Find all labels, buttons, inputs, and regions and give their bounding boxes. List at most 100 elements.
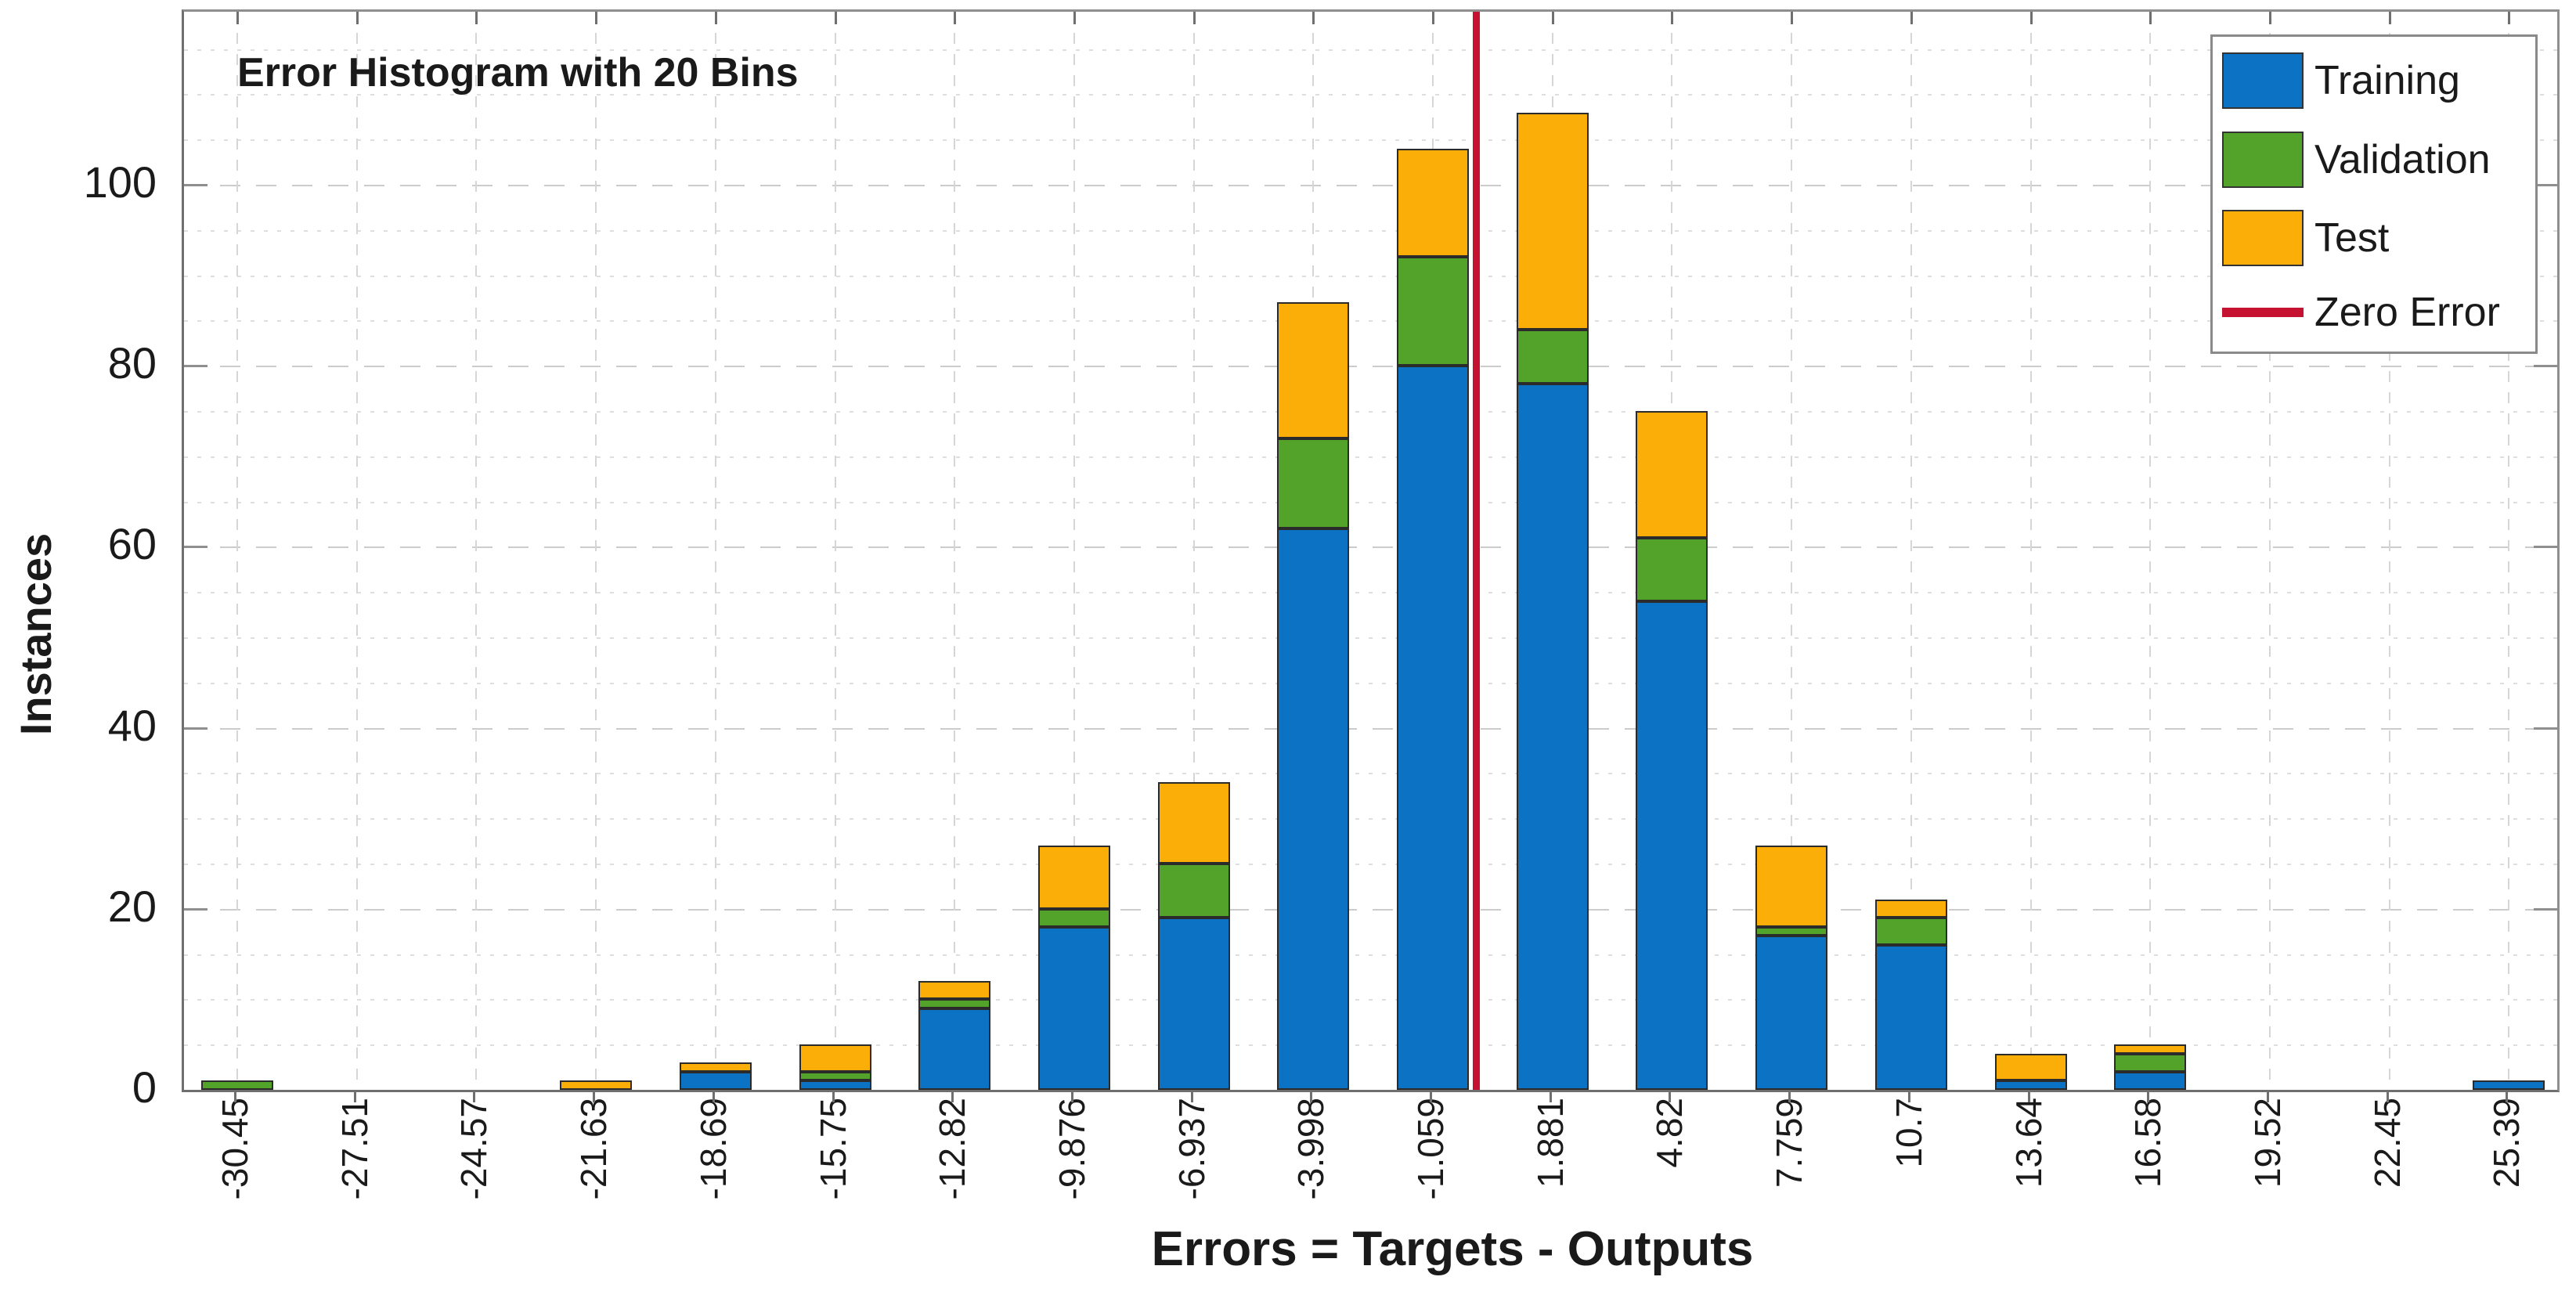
bar-training-bin--1.059 bbox=[1397, 366, 1469, 1090]
gridline-minor-y-90 bbox=[184, 276, 2557, 277]
bar-training-bin-10.7 bbox=[1875, 945, 1947, 1090]
tick-top-bin-12 bbox=[1671, 12, 1673, 24]
tick-left-80 bbox=[184, 365, 207, 367]
x-tick-label-19.52: 19.52 bbox=[2247, 1098, 2288, 1188]
y-tick-label-0: 0 bbox=[132, 1062, 157, 1112]
tick-right-100 bbox=[2534, 184, 2557, 186]
bar-test-bin--21.63 bbox=[560, 1080, 632, 1090]
gridline-minor-y-5 bbox=[184, 1044, 2557, 1046]
tick-top-bin-3 bbox=[595, 12, 597, 24]
legend-item-training: Training bbox=[2222, 52, 2535, 110]
gridline-minor-y-45 bbox=[184, 683, 2557, 684]
gridline-minor-y-110 bbox=[184, 94, 2557, 96]
gridline-vertical-bin-19 bbox=[2508, 12, 2509, 1090]
gridline-vertical-bin-2 bbox=[475, 12, 477, 1090]
tick-top-bin-13 bbox=[1791, 12, 1793, 24]
x-tick-label--1.059: -1.059 bbox=[1410, 1098, 1451, 1200]
tick-bottom-bin-6 bbox=[951, 1090, 954, 1102]
bar-test-bin--12.82 bbox=[918, 981, 990, 999]
legend-box-swatch bbox=[2222, 52, 2304, 110]
gridline-vertical-bin-3 bbox=[595, 12, 597, 1090]
tick-left-100 bbox=[184, 184, 207, 186]
bar-test-bin-4.82 bbox=[1636, 411, 1708, 538]
gridline-vertical-bin-1 bbox=[356, 12, 358, 1090]
bar-test-bin-1.881 bbox=[1517, 113, 1589, 330]
x-tick-label--21.63: -21.63 bbox=[573, 1098, 614, 1200]
gridline-minor-y-50 bbox=[184, 637, 2557, 639]
tick-top-bin-4 bbox=[715, 12, 717, 24]
tick-bottom-bin-13 bbox=[1788, 1090, 1791, 1102]
legend-label: Training bbox=[2314, 58, 2460, 104]
bar-validation-bin--15.75 bbox=[799, 1072, 871, 1080]
gridline-minor-y-25 bbox=[184, 864, 2557, 865]
y-tick-label-20: 20 bbox=[107, 882, 157, 931]
legend-box-swatch bbox=[2222, 210, 2304, 267]
chart-title: Error Histogram with 20 Bins bbox=[237, 50, 799, 96]
bar-training-bin-1.881 bbox=[1517, 384, 1589, 1090]
bar-validation-bin--3.998 bbox=[1277, 438, 1349, 528]
gridline-minor-y-10 bbox=[184, 999, 2557, 1001]
bar-test-bin-7.759 bbox=[1755, 846, 1827, 927]
bar-validation-bin--9.876 bbox=[1038, 909, 1110, 927]
gridline-minor-y-95 bbox=[184, 230, 2557, 232]
bar-validation-bin-16.58 bbox=[2114, 1054, 2186, 1072]
x-tick-label-25.39: 25.39 bbox=[2486, 1098, 2527, 1188]
tick-bottom-bin-9 bbox=[1310, 1090, 1312, 1102]
bar-test-bin-13.64 bbox=[1995, 1054, 2067, 1080]
legend-item-validation: Validation bbox=[2222, 131, 2535, 188]
y-tick-label-60: 60 bbox=[107, 519, 157, 568]
bar-training-bin--3.998 bbox=[1277, 528, 1349, 1090]
tick-bottom-bin-16 bbox=[2147, 1090, 2149, 1102]
tick-bottom-bin-12 bbox=[1669, 1090, 1671, 1102]
tick-top-bin-16 bbox=[2149, 12, 2152, 24]
tick-left-20 bbox=[184, 908, 207, 911]
tick-right-60 bbox=[2534, 546, 2557, 548]
bar-validation-bin-1.881 bbox=[1517, 330, 1589, 384]
tick-bottom-bin-11 bbox=[1550, 1090, 1552, 1102]
x-tick-label-22.45: 22.45 bbox=[2367, 1098, 2408, 1188]
tick-top-bin-18 bbox=[2389, 12, 2391, 24]
gridline-major-y-100 bbox=[184, 185, 2557, 186]
bar-training-bin-25.39 bbox=[2473, 1080, 2545, 1090]
x-tick-label-1.881: 1.881 bbox=[1530, 1098, 1571, 1188]
gridline-minor-y-70 bbox=[184, 456, 2557, 458]
tick-bottom-bin-14 bbox=[1908, 1090, 1910, 1102]
tick-right-40 bbox=[2534, 727, 2557, 730]
tick-bottom-bin-1 bbox=[354, 1090, 356, 1102]
tick-bottom-bin-4 bbox=[713, 1090, 715, 1102]
gridline-vertical-bin-4 bbox=[715, 12, 716, 1090]
x-tick-label--9.876: -9.876 bbox=[1052, 1098, 1092, 1200]
y-axis-label: Instances bbox=[11, 532, 60, 736]
tick-top-bin-10 bbox=[1432, 12, 1434, 24]
tick-top-bin-9 bbox=[1312, 12, 1315, 24]
tick-left-60 bbox=[184, 546, 207, 548]
x-tick-label-16.58: 16.58 bbox=[2127, 1098, 2168, 1188]
bar-validation-bin-7.759 bbox=[1755, 927, 1827, 936]
tick-bottom-bin-7 bbox=[1071, 1090, 1073, 1102]
gridline-minor-y-35 bbox=[184, 773, 2557, 774]
bar-test-bin--6.937 bbox=[1158, 782, 1230, 864]
tick-bottom-bin-19 bbox=[2506, 1090, 2508, 1102]
x-tick-label-13.64: 13.64 bbox=[2008, 1098, 2049, 1188]
bar-validation-bin--6.937 bbox=[1158, 864, 1230, 918]
gridline-vertical-bin-18 bbox=[2389, 12, 2390, 1090]
tick-bottom-bin-2 bbox=[473, 1090, 475, 1102]
tick-top-bin-17 bbox=[2269, 12, 2271, 24]
tick-top-bin-5 bbox=[835, 12, 837, 24]
x-tick-label-4.82: 4.82 bbox=[1649, 1098, 1690, 1168]
tick-bottom-bin-8 bbox=[1191, 1090, 1193, 1102]
gridline-vertical-bin-15 bbox=[2030, 12, 2032, 1090]
y-tick-label-40: 40 bbox=[107, 701, 157, 750]
tick-top-bin-2 bbox=[475, 12, 478, 24]
legend-box-swatch bbox=[2222, 131, 2304, 188]
gridline-minor-y-55 bbox=[184, 592, 2557, 593]
tick-right-80 bbox=[2534, 365, 2557, 367]
bar-test-bin--9.876 bbox=[1038, 846, 1110, 909]
gridline-vertical-bin-5 bbox=[835, 12, 836, 1090]
gridline-vertical-bin-16 bbox=[2149, 12, 2151, 1090]
gridline-vertical-bin-0 bbox=[236, 12, 238, 1090]
x-tick-label--24.57: -24.57 bbox=[453, 1098, 494, 1200]
gridline-minor-y-115 bbox=[184, 49, 2557, 51]
bar-training-bin-7.759 bbox=[1755, 936, 1827, 1090]
x-axis-label: Errors = Targets - Outputs bbox=[1151, 1222, 1754, 1276]
